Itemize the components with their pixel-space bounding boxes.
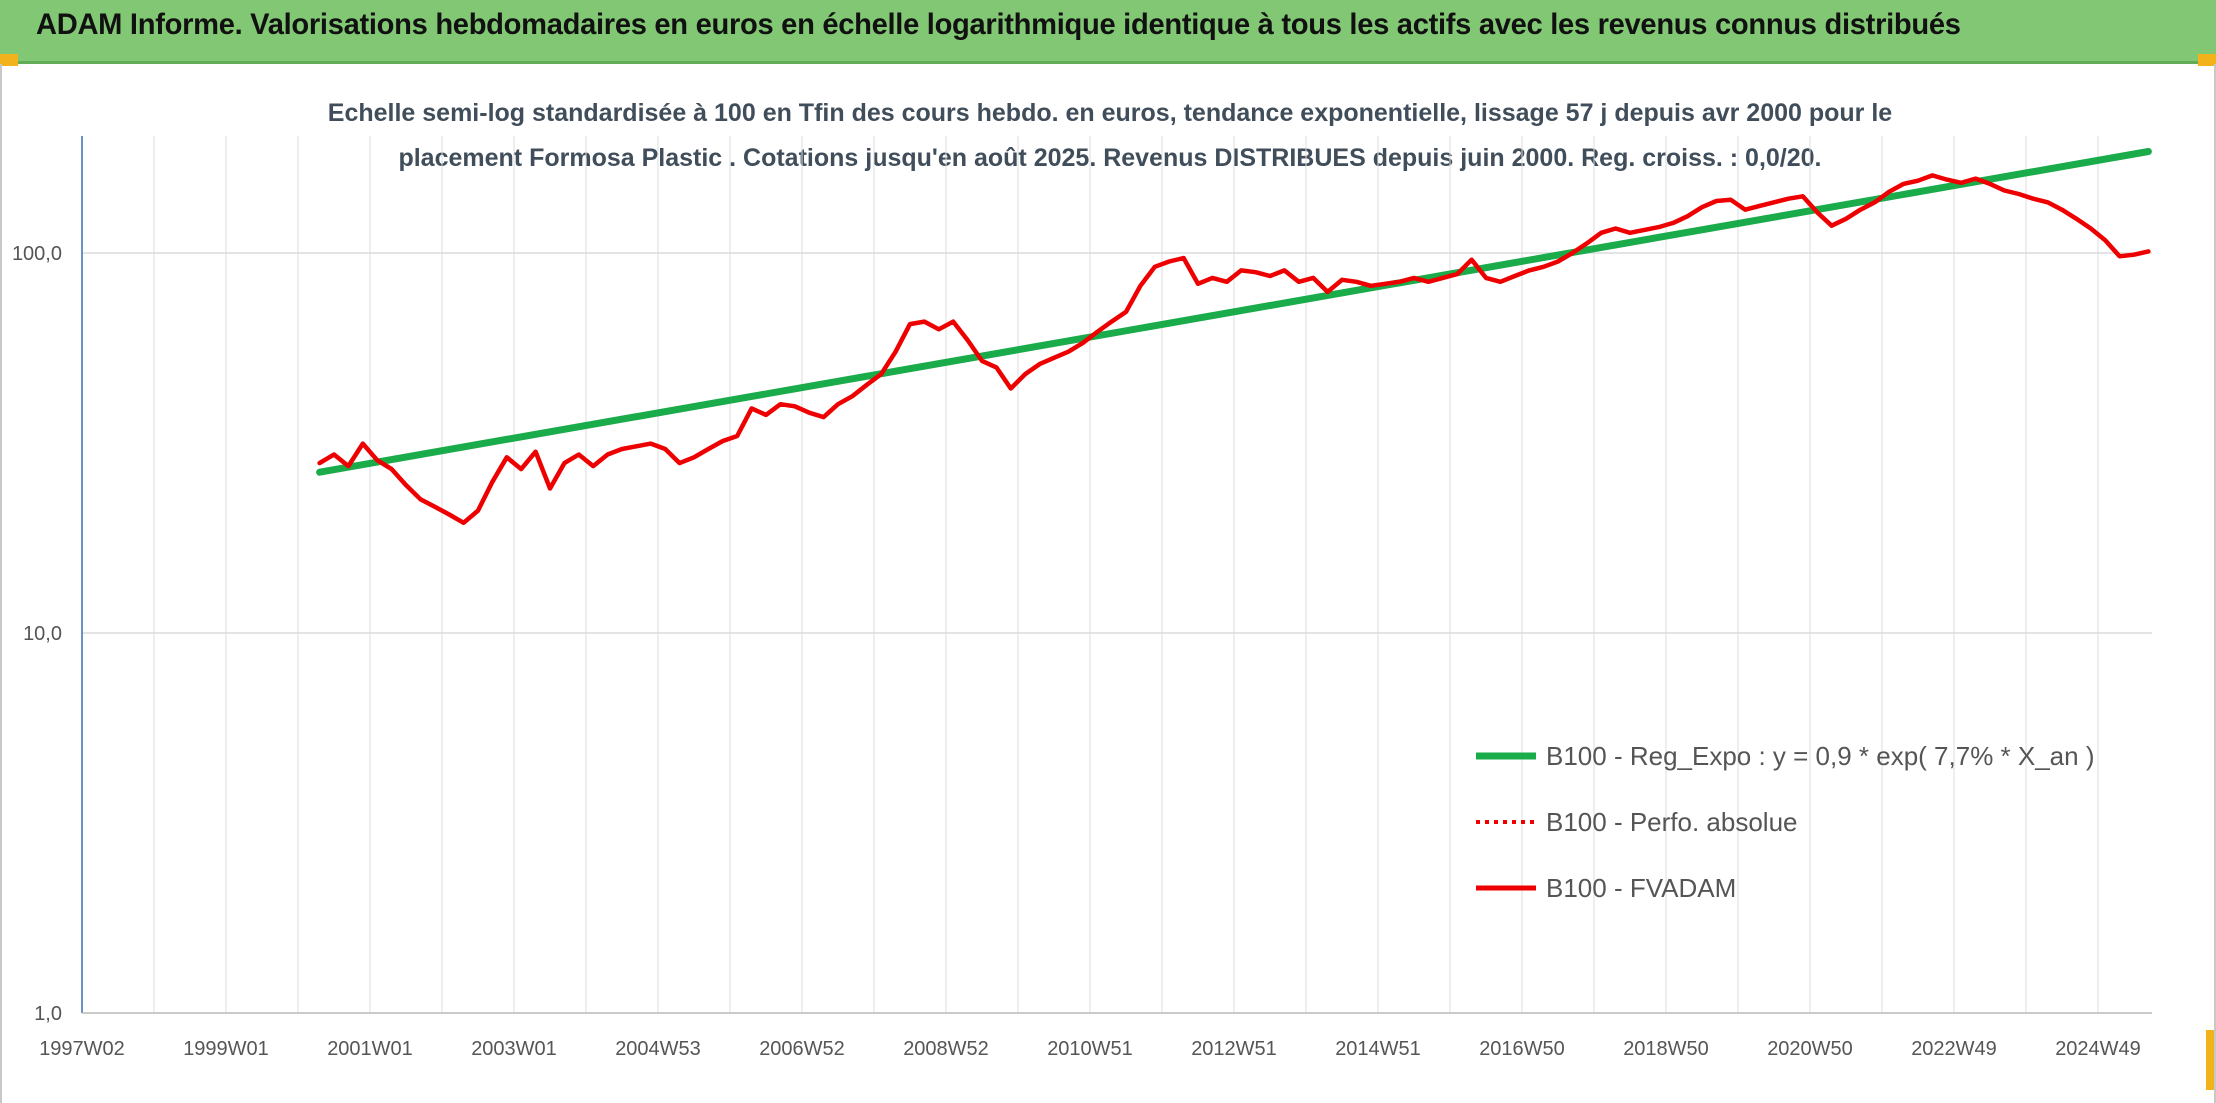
x-tick-label: 2024W49: [2055, 1038, 2141, 1060]
x-tick-label: 2018W50: [1623, 1038, 1709, 1060]
x-tick-label: 2008W52: [903, 1038, 989, 1060]
series-line-regression: [316, 148, 2152, 476]
legend-label: B100 - Perfo. absolue: [1546, 807, 1798, 837]
legend-label: B100 - FVADAM: [1546, 873, 1736, 903]
x-tick-label: 2022W49: [1911, 1038, 1997, 1060]
report-title: ADAM Informe. Valorisations hebdomadaire…: [36, 8, 1961, 41]
legend-label: B100 - Reg_Expo : y = 0,9 * exp( 7,7% * …: [1546, 741, 2095, 771]
x-tick-label: 2020W50: [1767, 1038, 1853, 1060]
x-tick-label: 2012W51: [1191, 1038, 1277, 1060]
corner-marker-right: [2198, 54, 2216, 66]
x-tick-label: 2003W01: [471, 1038, 557, 1060]
report-header: ADAM Informe. Valorisations hebdomadaire…: [0, 0, 2216, 64]
x-tick-label: 2016W50: [1479, 1038, 1565, 1060]
y-tick-label: 10,0: [23, 623, 62, 645]
chart-frame: [0, 64, 2216, 1103]
x-tick-label: 2014W51: [1335, 1038, 1421, 1060]
x-tick-label: 2006W52: [759, 1038, 845, 1060]
x-tick-label: 1997W02: [39, 1038, 125, 1060]
y-tick-label: 100,0: [12, 243, 62, 265]
x-tick-label: 2010W51: [1047, 1038, 1133, 1060]
chart-subtitle-line-1: Echelle semi-log standardisée à 100 en T…: [327, 99, 1893, 127]
x-tick-label: 2004W53: [615, 1038, 701, 1060]
y-tick-label: 1,0: [34, 1003, 62, 1025]
chart-subtitle-line-2: placement Formosa Plastic . Cotations ju…: [398, 144, 1822, 172]
corner-marker-bottom-right: [2206, 1030, 2216, 1090]
x-tick-label: 1999W01: [183, 1038, 269, 1060]
x-tick-label: 2001W01: [327, 1038, 413, 1060]
series-line-fvadam: [317, 173, 2151, 526]
corner-marker-left: [0, 54, 18, 66]
